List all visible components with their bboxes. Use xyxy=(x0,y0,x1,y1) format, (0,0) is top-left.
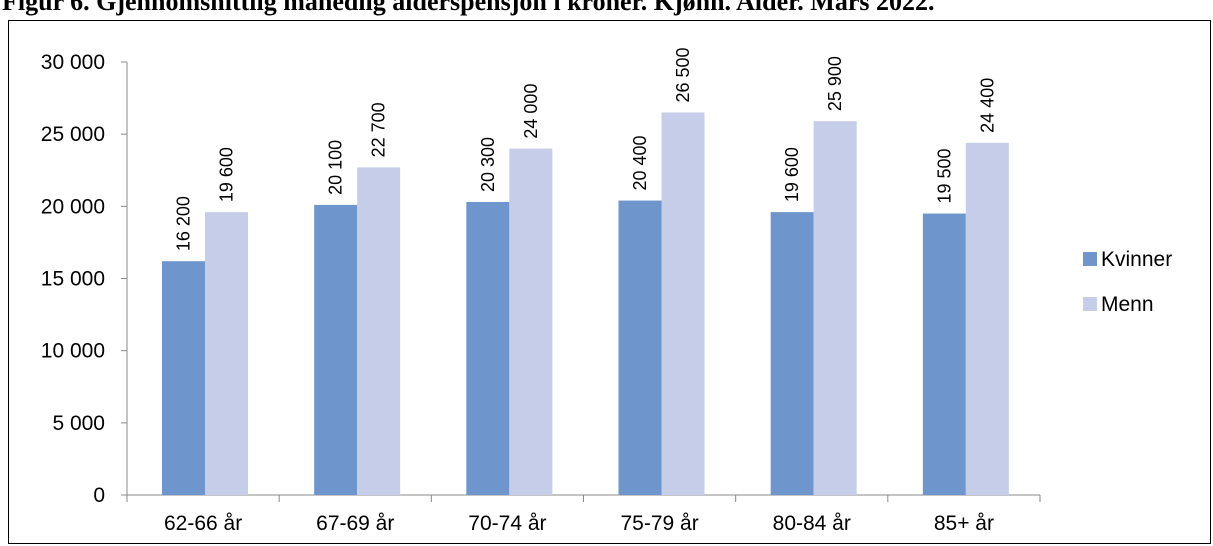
data-label: 20 100 xyxy=(326,140,346,195)
x-tick-label: 70-74 år xyxy=(468,512,546,535)
bar-kvinner xyxy=(922,213,966,496)
legend-label-kvinner: Kvinner xyxy=(1101,248,1172,271)
x-tick-label: 67-69 år xyxy=(316,512,394,535)
data-label: 26 500 xyxy=(673,47,693,102)
y-tick-label: 0 xyxy=(93,484,105,507)
y-tick-label: 5 000 xyxy=(52,412,105,435)
x-tick-label: 62-66 år xyxy=(164,512,242,535)
y-tick-label: 10 000 xyxy=(41,340,105,363)
data-label: 24 400 xyxy=(977,78,997,133)
legend-swatch-kvinner xyxy=(1083,252,1097,266)
y-tick-label: 25 000 xyxy=(41,123,105,146)
bar-kvinner xyxy=(314,204,358,495)
bar-kvinner xyxy=(466,202,510,495)
bar-menn xyxy=(965,142,1009,495)
data-label: 16 200 xyxy=(174,196,194,251)
x-tick-label: 75-79 år xyxy=(620,512,698,535)
bar-menn xyxy=(357,167,401,495)
x-tick-label: 85+ år xyxy=(934,512,994,535)
bar-kvinner xyxy=(770,212,814,495)
chart-frame xyxy=(8,20,1211,544)
x-tick-label: 80-84 år xyxy=(773,512,851,535)
legend-label-menn: Menn xyxy=(1101,293,1154,316)
figure-title: Figur 6. Gjennomsnittlig månedlig alders… xyxy=(2,0,935,16)
data-label: 24 000 xyxy=(521,84,541,139)
bar-menn xyxy=(813,121,857,495)
data-label: 19 500 xyxy=(934,148,954,203)
data-label: 22 700 xyxy=(369,102,389,157)
bar-menn xyxy=(509,148,553,495)
y-tick-label: 20 000 xyxy=(41,195,105,218)
y-tick-label: 30 000 xyxy=(41,51,105,74)
bar-kvinner xyxy=(618,200,662,495)
data-label: 20 400 xyxy=(630,135,650,190)
data-label: 25 900 xyxy=(825,56,845,111)
y-tick-label: 15 000 xyxy=(41,268,105,291)
bar-menn xyxy=(661,112,705,496)
bar-kvinner xyxy=(162,261,205,495)
data-label: 19 600 xyxy=(782,147,802,202)
bar-menn xyxy=(205,212,248,495)
data-label: 19 600 xyxy=(217,147,237,202)
legend-swatch-menn xyxy=(1083,297,1097,311)
data-label: 20 300 xyxy=(478,137,498,192)
